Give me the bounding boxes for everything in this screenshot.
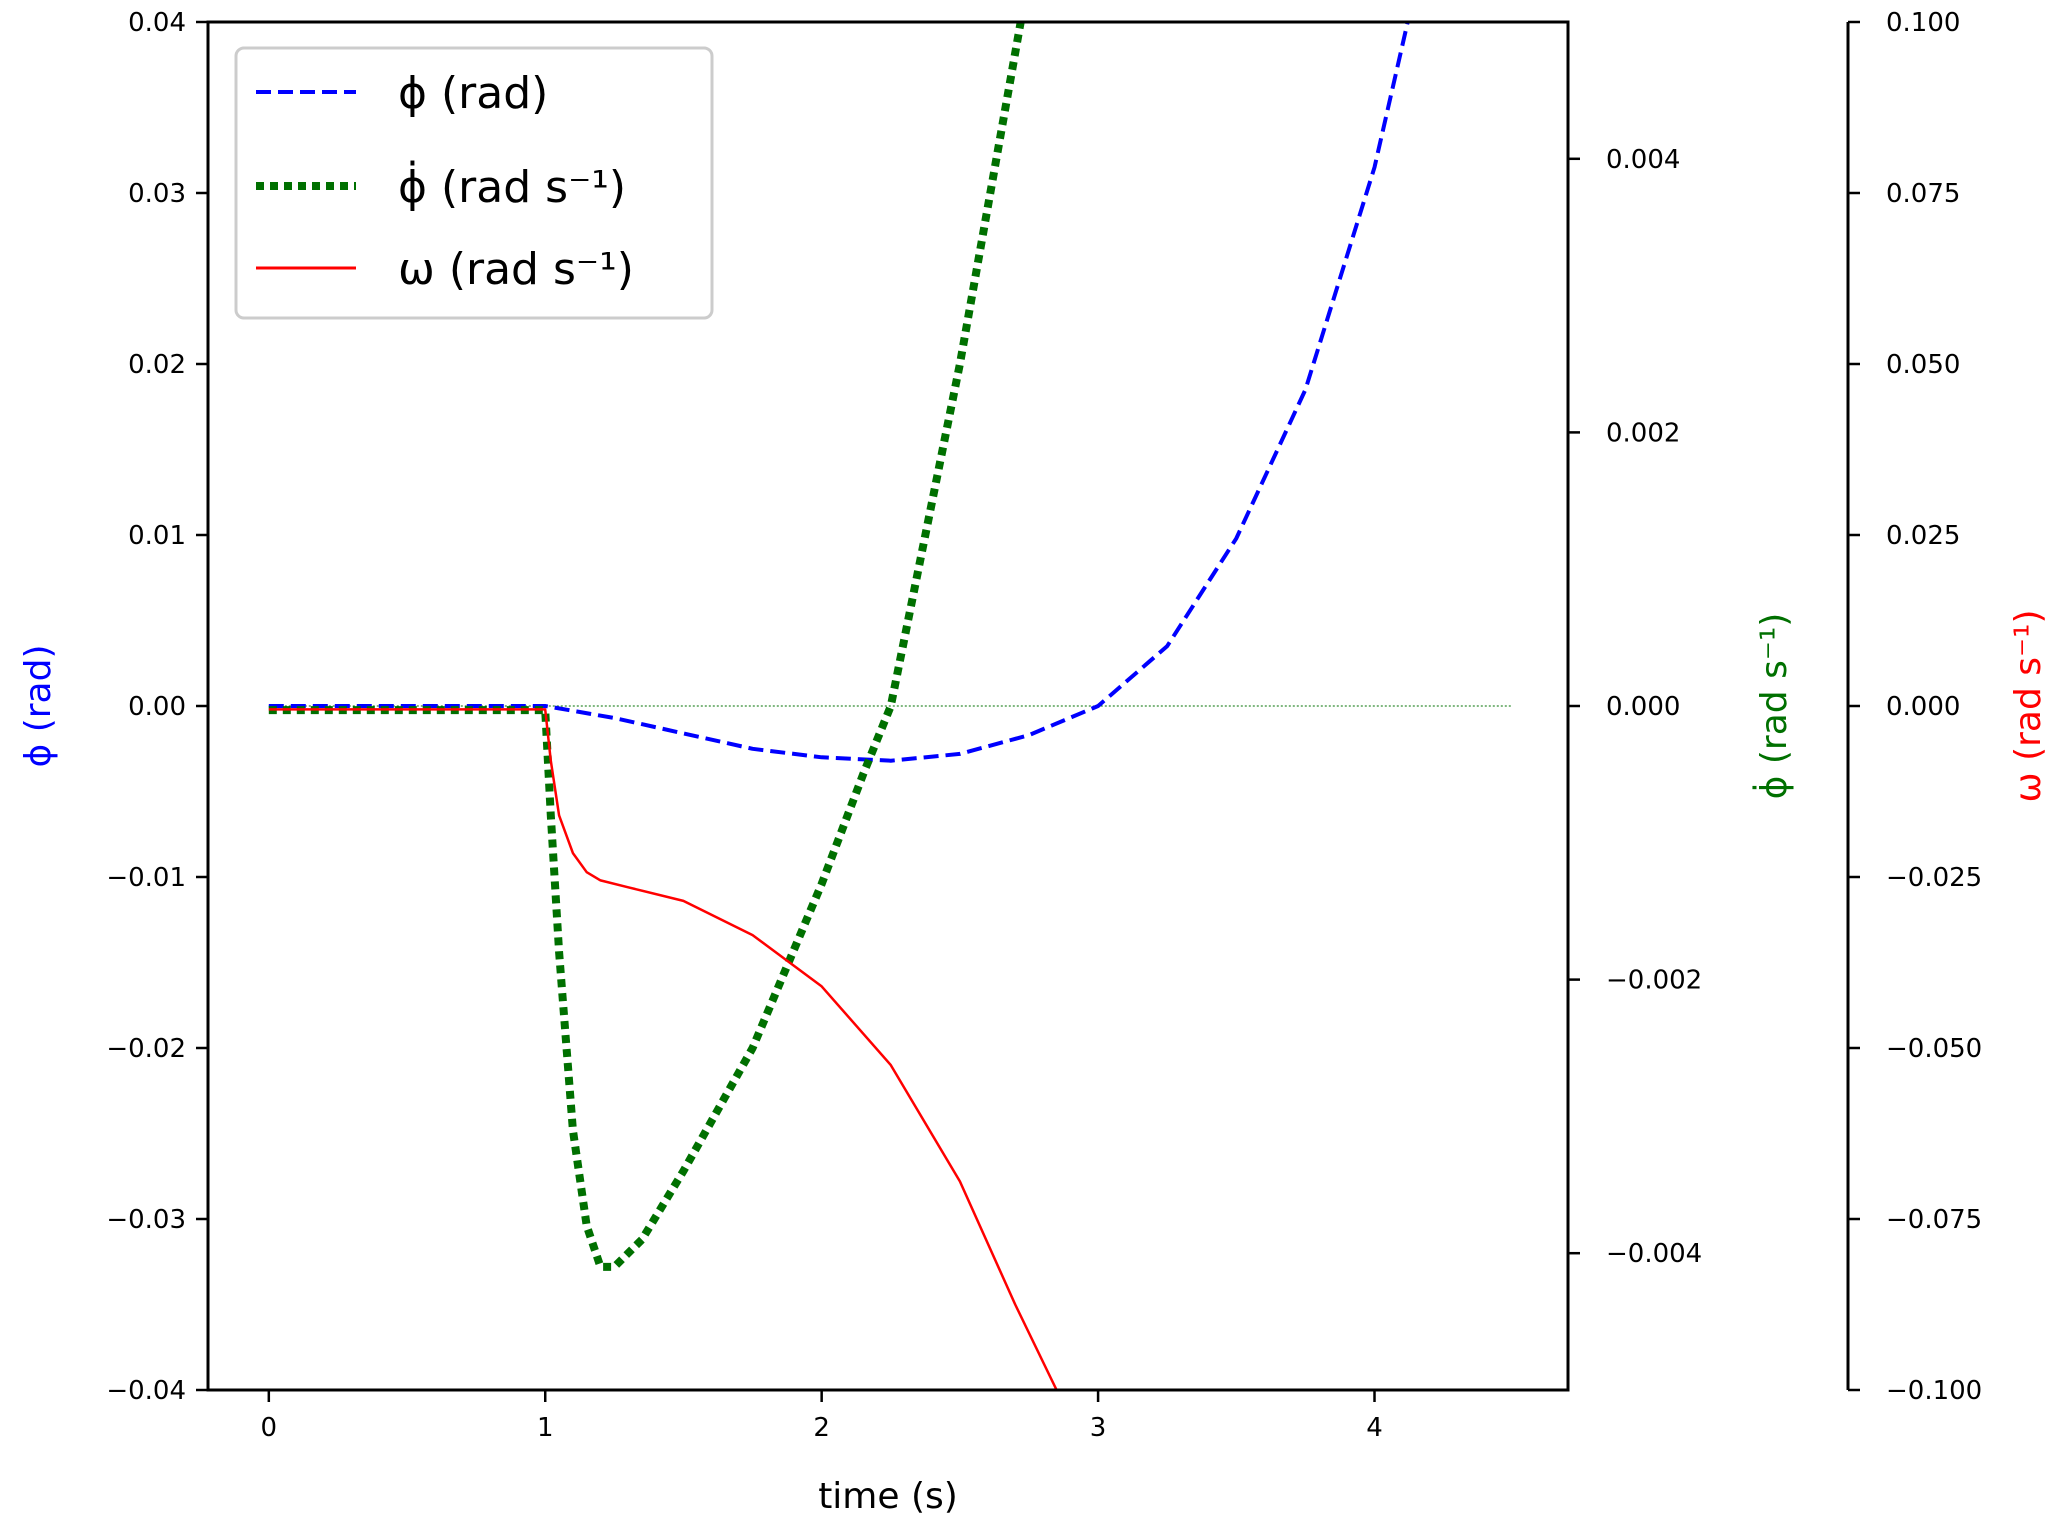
legend-label-phi: ϕ (rad) — [398, 68, 548, 119]
y-tick-label-phi: −0.01 — [106, 863, 186, 893]
x-tick-label: 4 — [1366, 1413, 1383, 1443]
x-tick-label: 0 — [261, 1413, 278, 1443]
y-tick-label-omega: 0.000 — [1886, 692, 1960, 722]
y-tick-label-phi: −0.04 — [106, 1376, 186, 1406]
y-tick-label-omega: −0.100 — [1886, 1376, 1982, 1406]
y-tick-label-phi: −0.02 — [106, 1034, 186, 1064]
y-tick-label-omega: −0.025 — [1886, 863, 1982, 893]
x-tick-label: 1 — [537, 1413, 554, 1443]
y-axis-label-omega: ω (rad s⁻¹) — [2008, 609, 2049, 802]
legend-label-omega: ω (rad s⁻¹) — [398, 244, 634, 295]
series-line-phi — [268, 22, 1410, 763]
x-tick-label: 3 — [1090, 1413, 1107, 1443]
y-axis-label-phi: ϕ (rad) — [18, 645, 59, 768]
x-tick-label: 2 — [813, 1413, 830, 1443]
y-tick-label-omega: 0.100 — [1886, 8, 1960, 38]
y-tick-label-phi: −0.03 — [106, 1205, 186, 1235]
y-axis-omega: −0.100 −0.075 −0.050 −0.025 0.000 0.025 0.050 0… — [1846, 8, 1982, 1406]
series-line-phidot — [268, 22, 1025, 1271]
y-tick-label-phidot: 0.002 — [1606, 418, 1680, 448]
y-tick-label-omega: −0.075 — [1886, 1205, 1982, 1235]
plot-area — [268, 22, 1513, 1390]
y-tick-label-omega: 0.025 — [1886, 521, 1960, 551]
y-tick-label-phi: 0.00 — [128, 692, 186, 722]
y-tick-label-phidot: −0.004 — [1606, 1239, 1702, 1269]
y-tick-label-phidot: −0.002 — [1606, 966, 1702, 996]
series-line-omega — [268, 708, 1058, 1390]
x-axis: 0 1 2 3 4 — [261, 1390, 1383, 1443]
y-tick-label-phidot: 0.000 — [1606, 692, 1680, 722]
y-axis-label-phidot: ϕ̇ (rad s⁻¹) — [1751, 613, 1795, 800]
y-tick-label-phi: 0.04 — [128, 8, 186, 38]
y-tick-label-phi: 0.03 — [128, 179, 186, 209]
x-axis-label: time (s) — [818, 1476, 958, 1517]
y-tick-label-phidot: 0.004 — [1606, 145, 1680, 175]
legend: ϕ (rad) ϕ̇ (rad s⁻¹) ω (rad s⁻¹) — [234, 46, 714, 320]
y-tick-label-phi: 0.02 — [128, 350, 186, 380]
legend-label-phidot: ϕ̇ (rad s⁻¹) — [398, 159, 626, 213]
y-axis-phi: −0.04 −0.03 −0.02 −0.01 0.00 0.01 0.02 0.03 0.04 — [106, 8, 208, 1406]
y-tick-label-omega: −0.050 — [1886, 1034, 1982, 1064]
y-tick-label-phi: 0.01 — [128, 521, 186, 551]
legend-box — [234, 46, 714, 320]
y-tick-label-omega: 0.075 — [1886, 179, 1960, 209]
y-axis-phidot: −0.004 −0.002 0.000 0.002 0.004 — [1568, 145, 1702, 1269]
y-tick-label-omega: 0.050 — [1886, 350, 1960, 380]
